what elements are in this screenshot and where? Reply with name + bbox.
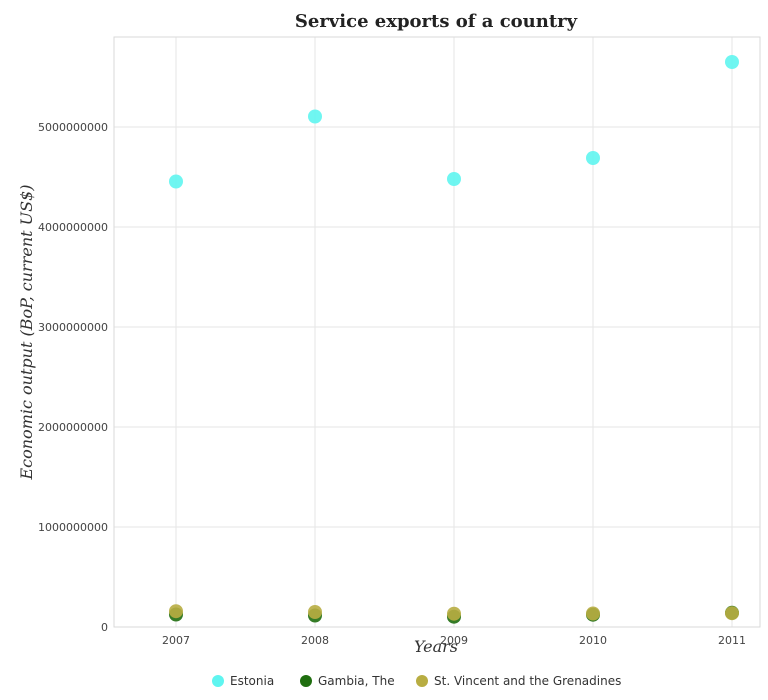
point-estonia (169, 174, 183, 189)
point-estonia (586, 151, 600, 165)
point-estonia (308, 109, 322, 124)
x-tick-label: 2011 (718, 634, 746, 647)
legend-label: St. Vincent and the Grenadines (434, 674, 621, 688)
point-estonia (447, 172, 461, 186)
legend: Estonia Gambia, The St. Vincent and the Gr… (212, 674, 621, 688)
point-st-vincent-and-the-grenadines (308, 605, 322, 619)
legend-marker (212, 675, 224, 687)
legend-label: Estonia (230, 674, 274, 688)
x-tick-label: 2010 (579, 634, 607, 647)
point-st-vincent-and-the-grenadines (586, 606, 600, 621)
y-tick-label: 2000000000 (38, 421, 108, 434)
point-st-vincent-and-the-grenadines (447, 606, 461, 621)
y-tick-label: 5000000000 (38, 121, 108, 134)
plot-frame (113, 36, 761, 628)
point-st-vincent-and-the-grenadines (725, 606, 739, 621)
grid-layer (114, 37, 760, 628)
point-st-vincent-and-the-grenadines (169, 604, 183, 619)
y-tick-label: 0 (101, 621, 108, 634)
legend-marker (416, 675, 428, 687)
x-tick-label: 2008 (301, 634, 329, 647)
point-layer (169, 55, 739, 624)
legend-label: Gambia, The (318, 674, 395, 688)
y-tick-label: 3000000000 (38, 321, 108, 334)
point-estonia (725, 55, 739, 69)
y-axis-label: Economic output (BoP, current US$) (17, 184, 36, 480)
tick-layer: 0 1000000000 2000000000 3000000000 400000000… (38, 121, 746, 647)
y-tick-label: 1000000000 (38, 521, 108, 534)
legend-marker (300, 675, 312, 687)
chart-title: Service exports of a country (295, 11, 578, 32)
x-axis-label: Years (414, 637, 458, 656)
x-tick-label: 2007 (162, 634, 190, 647)
y-tick-label: 4000000000 (38, 221, 108, 234)
x-tick-label: 2009 (440, 634, 468, 647)
